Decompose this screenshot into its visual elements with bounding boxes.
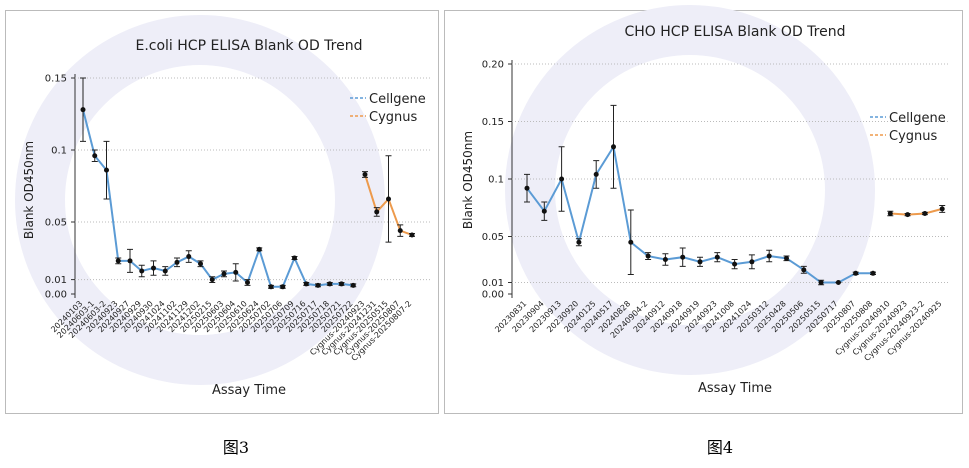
y-tick-label: 0.00 — [482, 290, 504, 301]
caption: 图3 — [223, 438, 249, 457]
data-point — [362, 171, 368, 177]
data-point — [303, 281, 309, 287]
y-tick-label: 0.01 — [482, 278, 504, 289]
data-point — [268, 284, 274, 290]
y-tick-label: 0.15 — [45, 74, 67, 85]
data-point — [645, 253, 651, 259]
data-point — [80, 107, 86, 113]
data-point — [339, 281, 344, 287]
data-point — [853, 270, 859, 276]
data-point — [576, 239, 582, 245]
watermark — [15, 15, 385, 385]
data-point — [766, 253, 772, 259]
data-point — [593, 171, 599, 177]
data-point — [374, 209, 380, 215]
data-point — [292, 255, 297, 261]
data-point — [784, 255, 789, 261]
data-point — [887, 211, 893, 216]
data-point — [541, 208, 547, 214]
data-point — [749, 259, 755, 265]
data-point — [221, 271, 227, 277]
data-point — [315, 282, 321, 288]
data-point — [662, 257, 668, 262]
y-tick-label: 0.05 — [45, 218, 67, 229]
watermark — [505, 5, 875, 375]
data-point — [198, 261, 203, 267]
y-tick-label: 0.00 — [45, 290, 67, 301]
caption: 图4 — [707, 438, 733, 457]
data-point — [139, 268, 145, 274]
data-point — [905, 212, 911, 218]
data-point — [327, 281, 333, 287]
data-point — [939, 206, 945, 212]
data-point — [922, 211, 928, 216]
data-point — [186, 254, 192, 260]
y-axis-title: Blank OD450nm — [461, 131, 475, 229]
legend-label: Cygnus — [889, 129, 938, 144]
data-point — [611, 144, 616, 150]
data-point — [524, 185, 530, 191]
chart-title: CHO HCP ELISA Blank OD Trend — [625, 24, 846, 40]
data-point — [680, 254, 686, 260]
data-point — [350, 282, 356, 288]
data-point — [732, 261, 738, 267]
data-point — [162, 268, 168, 274]
data-point — [835, 280, 841, 285]
y-tick-label: 0.1 — [51, 146, 67, 157]
data-point — [870, 270, 876, 276]
data-point — [245, 279, 250, 285]
legend-label: Cellgene — [889, 111, 946, 126]
data-point — [386, 196, 391, 202]
data-point — [233, 269, 239, 275]
data-point — [801, 267, 807, 273]
y-tick-label: 0.05 — [482, 232, 504, 243]
data-point — [628, 239, 634, 245]
y-tick-label: 0.20 — [482, 60, 504, 71]
data-point — [104, 167, 109, 173]
legend-label: Cellgene — [369, 92, 426, 107]
data-point — [127, 258, 133, 264]
data-point — [174, 259, 180, 265]
data-point — [409, 232, 415, 238]
y-tick-label: 0.01 — [45, 275, 67, 286]
data-point — [209, 277, 215, 283]
data-point — [280, 284, 286, 290]
chart-title: E.coli HCP ELISA Blank OD Trend — [135, 38, 362, 54]
x-axis-title: Assay Time — [698, 381, 772, 396]
legend-label: Cygnus — [369, 110, 418, 125]
data-point — [697, 259, 703, 265]
y-axis-title: Blank OD450nm — [22, 141, 36, 239]
series-line — [890, 207, 943, 216]
data-point — [92, 153, 98, 159]
data-point — [714, 254, 720, 260]
data-point — [151, 265, 156, 271]
x-axis-title: Assay Time — [212, 383, 286, 398]
data-point — [397, 228, 403, 234]
data-point — [559, 176, 565, 182]
data-point — [256, 246, 262, 252]
y-tick-label: 0.15 — [482, 117, 504, 128]
data-point — [818, 280, 824, 285]
y-tick-label: 0.1 — [488, 175, 504, 186]
data-point — [115, 258, 121, 264]
